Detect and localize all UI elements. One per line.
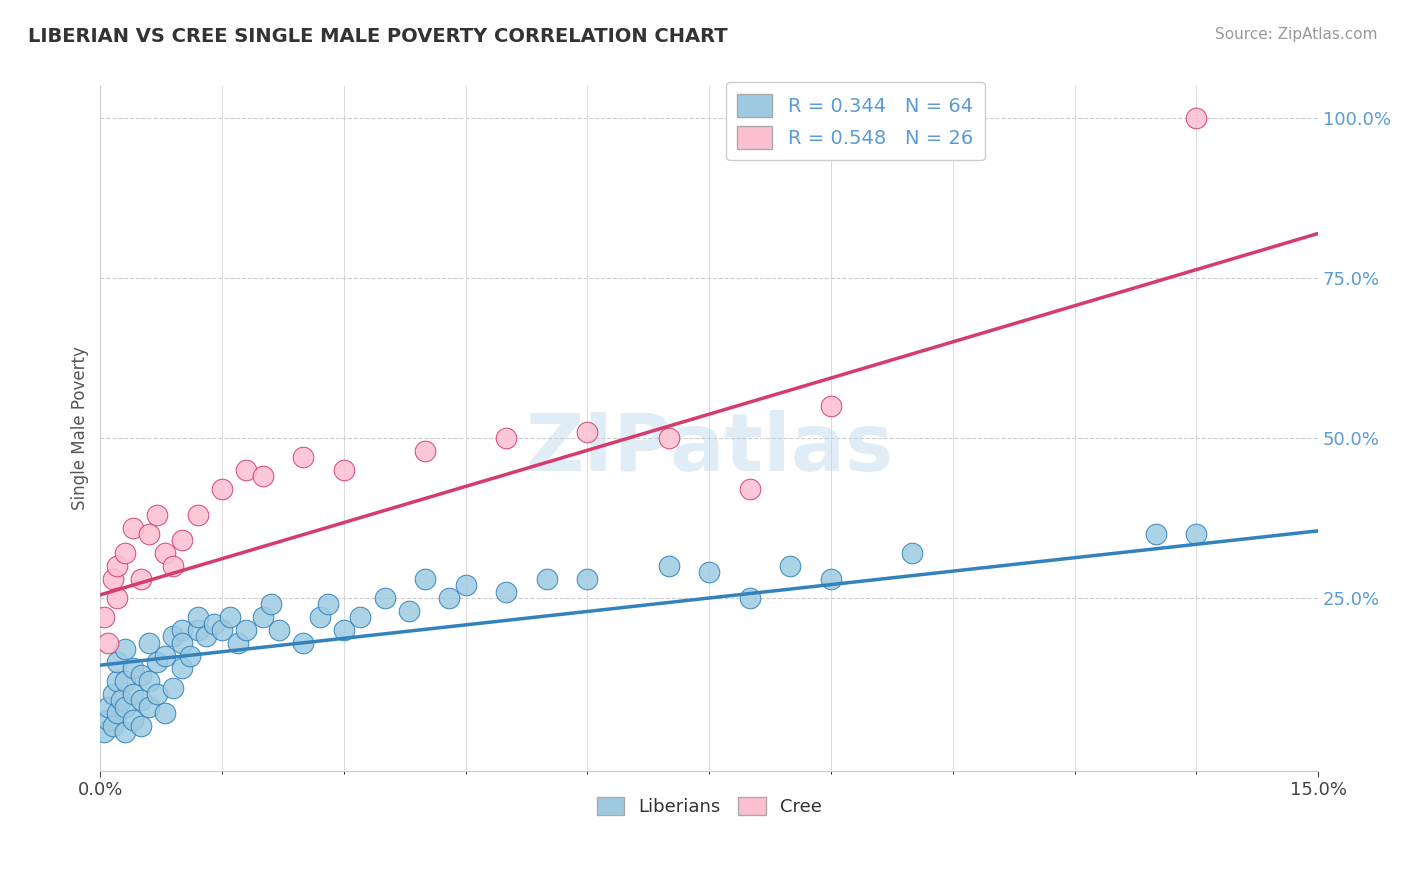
Point <box>495 584 517 599</box>
Point <box>292 450 315 465</box>
Point <box>576 572 599 586</box>
Point <box>235 623 257 637</box>
Point <box>138 699 160 714</box>
Point <box>901 546 924 560</box>
Point <box>129 693 152 707</box>
Point <box>121 661 143 675</box>
Point <box>129 572 152 586</box>
Point <box>1185 112 1208 126</box>
Point <box>146 508 169 522</box>
Point <box>146 687 169 701</box>
Point <box>576 425 599 439</box>
Point <box>105 591 128 605</box>
Point <box>316 598 339 612</box>
Point <box>413 572 436 586</box>
Point <box>121 713 143 727</box>
Point <box>129 667 152 681</box>
Point <box>779 559 801 574</box>
Point <box>114 725 136 739</box>
Point <box>105 674 128 689</box>
Point <box>292 636 315 650</box>
Point <box>454 578 477 592</box>
Point <box>495 431 517 445</box>
Point <box>333 463 356 477</box>
Point <box>121 687 143 701</box>
Point <box>105 559 128 574</box>
Point <box>349 610 371 624</box>
Point <box>179 648 201 663</box>
Point <box>97 713 120 727</box>
Point <box>260 598 283 612</box>
Point <box>155 546 177 560</box>
Point <box>202 616 225 631</box>
Point <box>105 655 128 669</box>
Point <box>114 642 136 657</box>
Point <box>93 725 115 739</box>
Point <box>252 610 274 624</box>
Point <box>235 463 257 477</box>
Point <box>97 636 120 650</box>
Point <box>820 572 842 586</box>
Point <box>170 661 193 675</box>
Point <box>170 533 193 548</box>
Point <box>194 629 217 643</box>
Point <box>110 693 132 707</box>
Point <box>697 566 720 580</box>
Point <box>155 706 177 720</box>
Point <box>228 636 250 650</box>
Point <box>211 623 233 637</box>
Point <box>155 648 177 663</box>
Point <box>219 610 242 624</box>
Point <box>101 719 124 733</box>
Point <box>187 623 209 637</box>
Point <box>738 591 761 605</box>
Text: ZIPatlas: ZIPatlas <box>524 410 893 488</box>
Point <box>658 431 681 445</box>
Point <box>252 469 274 483</box>
Point <box>738 483 761 497</box>
Text: LIBERIAN VS CREE SINGLE MALE POVERTY CORRELATION CHART: LIBERIAN VS CREE SINGLE MALE POVERTY COR… <box>28 27 728 45</box>
Point <box>114 699 136 714</box>
Point <box>658 559 681 574</box>
Point <box>211 483 233 497</box>
Point <box>187 610 209 624</box>
Point <box>267 623 290 637</box>
Point <box>101 687 124 701</box>
Point <box>439 591 461 605</box>
Point <box>187 508 209 522</box>
Point <box>121 521 143 535</box>
Point <box>138 636 160 650</box>
Point <box>1185 527 1208 541</box>
Point <box>333 623 356 637</box>
Point <box>129 719 152 733</box>
Point <box>138 527 160 541</box>
Point <box>93 610 115 624</box>
Point <box>536 572 558 586</box>
Point <box>820 399 842 413</box>
Point <box>373 591 395 605</box>
Point <box>162 629 184 643</box>
Point <box>114 546 136 560</box>
Y-axis label: Single Male Poverty: Single Male Poverty <box>72 347 89 510</box>
Point <box>114 674 136 689</box>
Point <box>413 444 436 458</box>
Legend: Liberians, Cree: Liberians, Cree <box>589 789 830 823</box>
Point <box>138 674 160 689</box>
Point <box>101 572 124 586</box>
Point <box>170 623 193 637</box>
Point <box>162 559 184 574</box>
Point <box>398 604 420 618</box>
Point <box>1144 527 1167 541</box>
Point <box>105 706 128 720</box>
Point <box>146 655 169 669</box>
Point <box>308 610 330 624</box>
Point <box>97 699 120 714</box>
Text: Source: ZipAtlas.com: Source: ZipAtlas.com <box>1215 27 1378 42</box>
Point <box>170 636 193 650</box>
Point <box>162 681 184 695</box>
